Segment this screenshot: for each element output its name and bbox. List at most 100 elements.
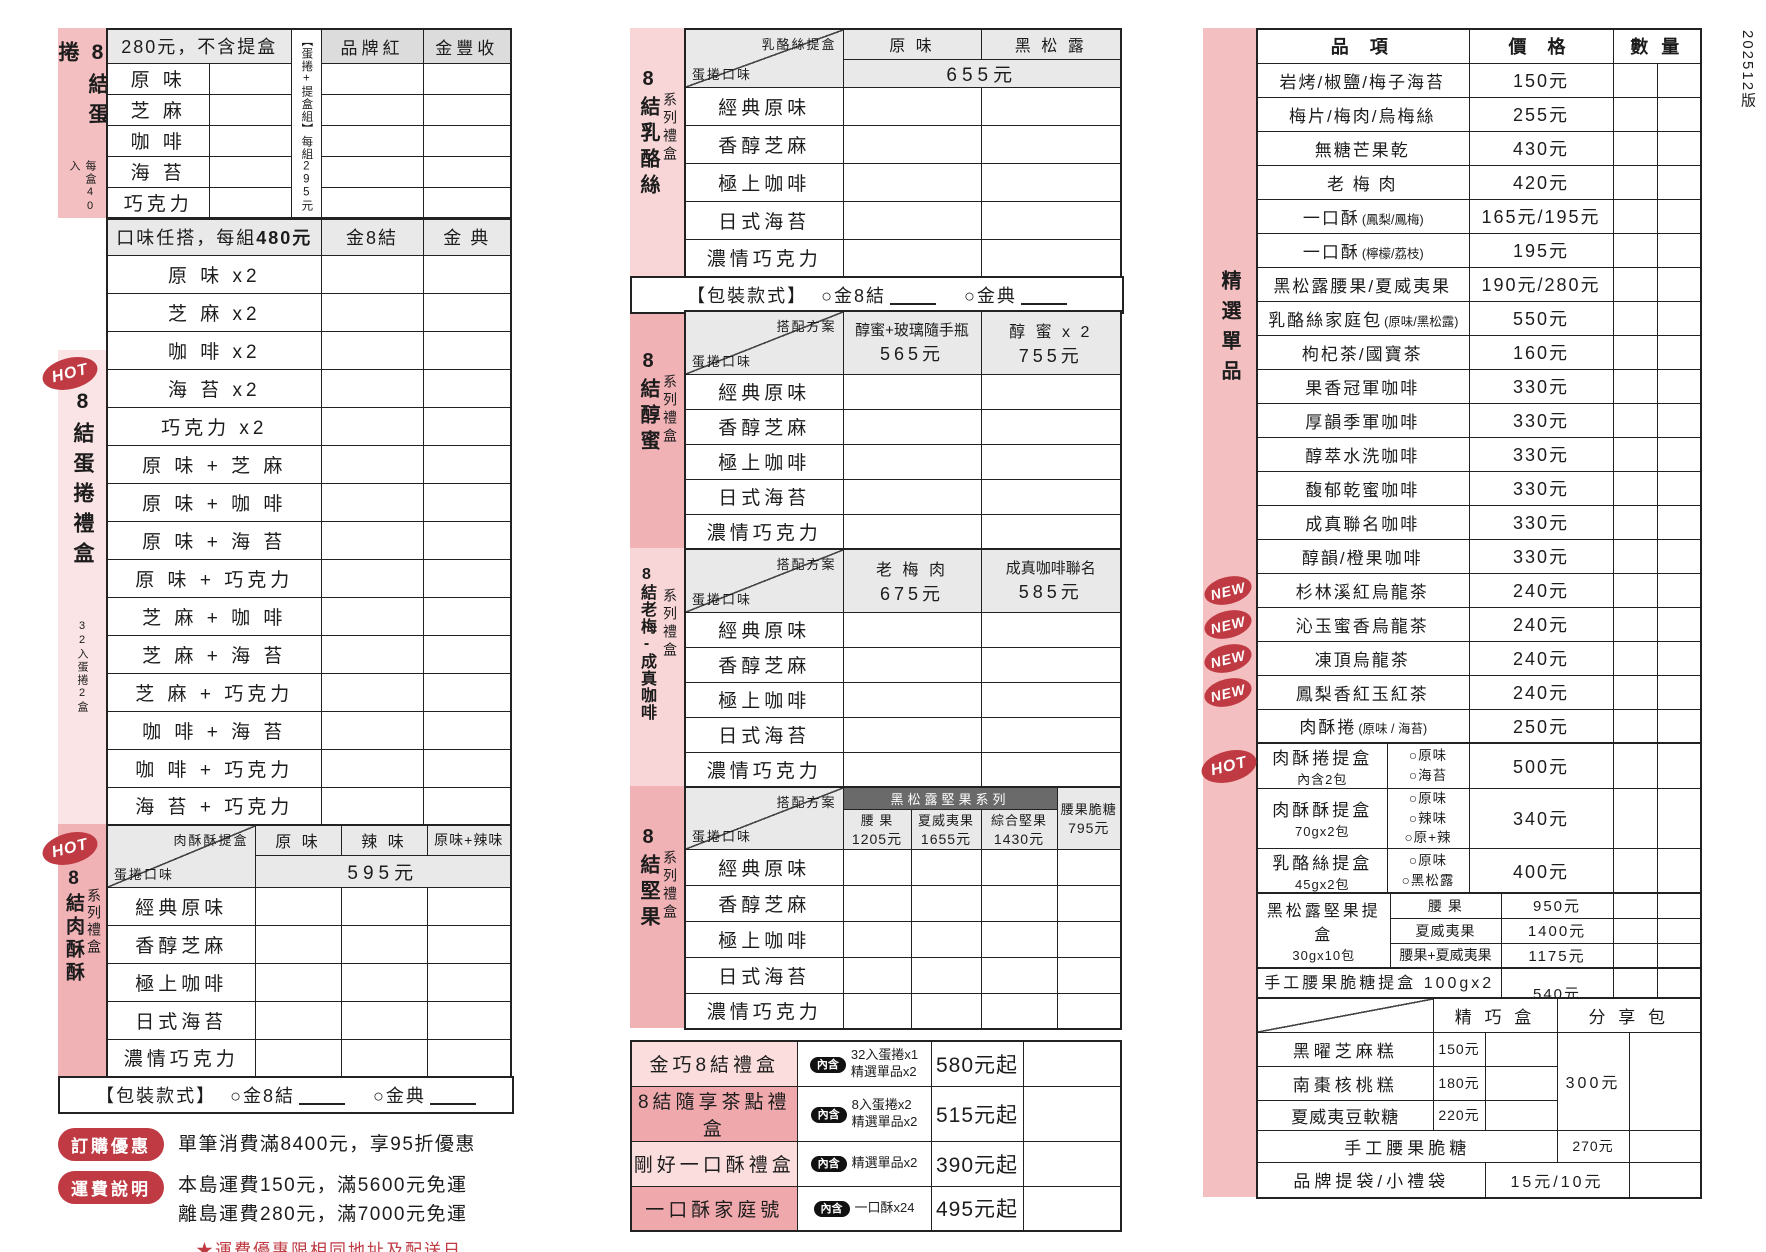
qty-cell[interactable] bbox=[340, 924, 428, 964]
qty-cell[interactable] bbox=[1612, 847, 1658, 895]
qty-cell[interactable] bbox=[1612, 606, 1658, 642]
qty-cell[interactable] bbox=[842, 408, 982, 445]
qty-cell[interactable] bbox=[910, 992, 982, 1030]
qty-cell[interactable] bbox=[1656, 62, 1702, 98]
qty-cell[interactable] bbox=[1656, 606, 1702, 642]
qty-cell[interactable] bbox=[320, 93, 424, 126]
qty-cell[interactable] bbox=[1056, 992, 1122, 1030]
qty-cell[interactable] bbox=[1656, 942, 1702, 969]
qty-cell[interactable] bbox=[1056, 848, 1122, 886]
qty-cell[interactable] bbox=[1656, 674, 1702, 710]
qty-cell[interactable] bbox=[340, 1038, 428, 1078]
qty-cell[interactable] bbox=[1656, 708, 1702, 744]
package-blank[interactable] bbox=[1020, 286, 1067, 305]
qty-cell[interactable] bbox=[320, 254, 424, 294]
qty-cell[interactable] bbox=[980, 200, 1122, 240]
qty-cell[interactable] bbox=[422, 482, 512, 522]
qty-cell[interactable] bbox=[320, 710, 424, 750]
qty-cell[interactable] bbox=[980, 611, 1122, 648]
qty-cell[interactable] bbox=[842, 443, 982, 480]
qty-cell[interactable] bbox=[320, 520, 424, 560]
qty-cell[interactable] bbox=[320, 596, 424, 636]
qty-cell[interactable] bbox=[980, 162, 1122, 202]
qty-cell[interactable] bbox=[1656, 164, 1702, 200]
qty-cell[interactable] bbox=[980, 751, 1122, 788]
package-blank[interactable] bbox=[890, 286, 936, 305]
qty-cell[interactable] bbox=[1612, 334, 1658, 370]
qty-cell[interactable] bbox=[1484, 1031, 1558, 1067]
option-choices[interactable]: ○原味 ○辣味 ○原+辣 bbox=[1386, 788, 1470, 849]
qty-cell[interactable] bbox=[254, 1038, 342, 1078]
qty-cell[interactable] bbox=[1612, 164, 1658, 200]
qty-cell[interactable] bbox=[254, 924, 342, 964]
qty-cell[interactable] bbox=[320, 558, 424, 598]
qty-cell[interactable] bbox=[1656, 892, 1702, 919]
qty-cell[interactable] bbox=[320, 786, 424, 826]
qty-cell[interactable] bbox=[980, 238, 1122, 278]
qty-cell[interactable] bbox=[1612, 640, 1658, 676]
qty-cell[interactable] bbox=[910, 848, 982, 886]
qty-cell[interactable] bbox=[426, 924, 512, 964]
qty-cell[interactable] bbox=[842, 200, 982, 240]
qty-cell[interactable] bbox=[980, 408, 1122, 445]
qty-cell[interactable] bbox=[1656, 198, 1702, 234]
qty-cell[interactable] bbox=[422, 710, 512, 750]
qty-cell[interactable] bbox=[422, 596, 512, 636]
option-choices[interactable]: ○原味 ○海苔 bbox=[1386, 742, 1470, 789]
qty-cell[interactable] bbox=[422, 62, 512, 95]
qty-cell[interactable] bbox=[1056, 884, 1122, 922]
qty-cell[interactable] bbox=[842, 848, 912, 886]
qty-cell[interactable] bbox=[1656, 742, 1702, 789]
qty-cell[interactable] bbox=[426, 962, 512, 1002]
qty-cell[interactable] bbox=[320, 292, 424, 332]
qty-cell[interactable] bbox=[426, 886, 512, 926]
qty-cell[interactable] bbox=[842, 884, 912, 922]
qty-cell[interactable] bbox=[422, 368, 512, 408]
qty-cell[interactable] bbox=[208, 155, 292, 188]
qty-cell[interactable] bbox=[1056, 956, 1122, 994]
qty-cell[interactable] bbox=[1612, 572, 1658, 608]
qty-cell[interactable] bbox=[842, 992, 912, 1030]
qty-cell[interactable] bbox=[422, 748, 512, 788]
qty-cell[interactable] bbox=[1656, 788, 1702, 849]
qty-cell[interactable] bbox=[1484, 1065, 1558, 1101]
qty-cell[interactable] bbox=[422, 558, 512, 598]
qty-cell[interactable] bbox=[320, 406, 424, 446]
qty-cell[interactable] bbox=[422, 634, 512, 674]
option-choices[interactable]: ○原味 ○黑松露 bbox=[1386, 847, 1470, 895]
qty-cell[interactable] bbox=[1612, 436, 1658, 472]
qty-cell[interactable] bbox=[254, 1000, 342, 1040]
qty-cell[interactable] bbox=[1656, 538, 1702, 574]
qty-cell[interactable] bbox=[1656, 368, 1702, 404]
qty-cell[interactable] bbox=[422, 93, 512, 126]
qty-cell[interactable] bbox=[320, 330, 424, 370]
qty-cell[interactable] bbox=[320, 124, 424, 157]
qty-cell[interactable] bbox=[1612, 266, 1658, 302]
qty-cell[interactable] bbox=[1656, 847, 1702, 895]
qty-cell[interactable] bbox=[1612, 538, 1658, 574]
qty-cell[interactable] bbox=[1656, 232, 1702, 268]
qty-cell[interactable] bbox=[320, 634, 424, 674]
package-option-gold8[interactable]: ○金8結 bbox=[230, 1086, 295, 1106]
qty-cell[interactable] bbox=[1612, 232, 1658, 268]
qty-cell[interactable] bbox=[208, 124, 292, 157]
qty-cell[interactable] bbox=[842, 373, 982, 410]
qty-cell[interactable] bbox=[422, 520, 512, 560]
qty-cell[interactable] bbox=[1612, 402, 1658, 438]
qty-cell[interactable] bbox=[254, 962, 342, 1002]
qty-cell[interactable] bbox=[1656, 402, 1702, 438]
qty-cell[interactable] bbox=[1612, 917, 1658, 944]
qty-cell[interactable] bbox=[980, 992, 1058, 1030]
qty-cell[interactable] bbox=[980, 716, 1122, 753]
qty-cell[interactable] bbox=[980, 86, 1122, 126]
qty-cell[interactable] bbox=[426, 1038, 512, 1078]
package-option-classic[interactable]: ○金典 bbox=[964, 286, 1017, 306]
qty-cell[interactable] bbox=[842, 956, 912, 994]
qty-cell[interactable] bbox=[1628, 1161, 1702, 1199]
qty-cell[interactable] bbox=[1656, 917, 1702, 944]
qty-cell[interactable] bbox=[340, 962, 428, 1002]
qty-cell[interactable] bbox=[980, 513, 1122, 550]
qty-cell[interactable] bbox=[980, 848, 1058, 886]
qty-cell[interactable] bbox=[1484, 1099, 1558, 1131]
qty-cell[interactable] bbox=[320, 186, 424, 219]
